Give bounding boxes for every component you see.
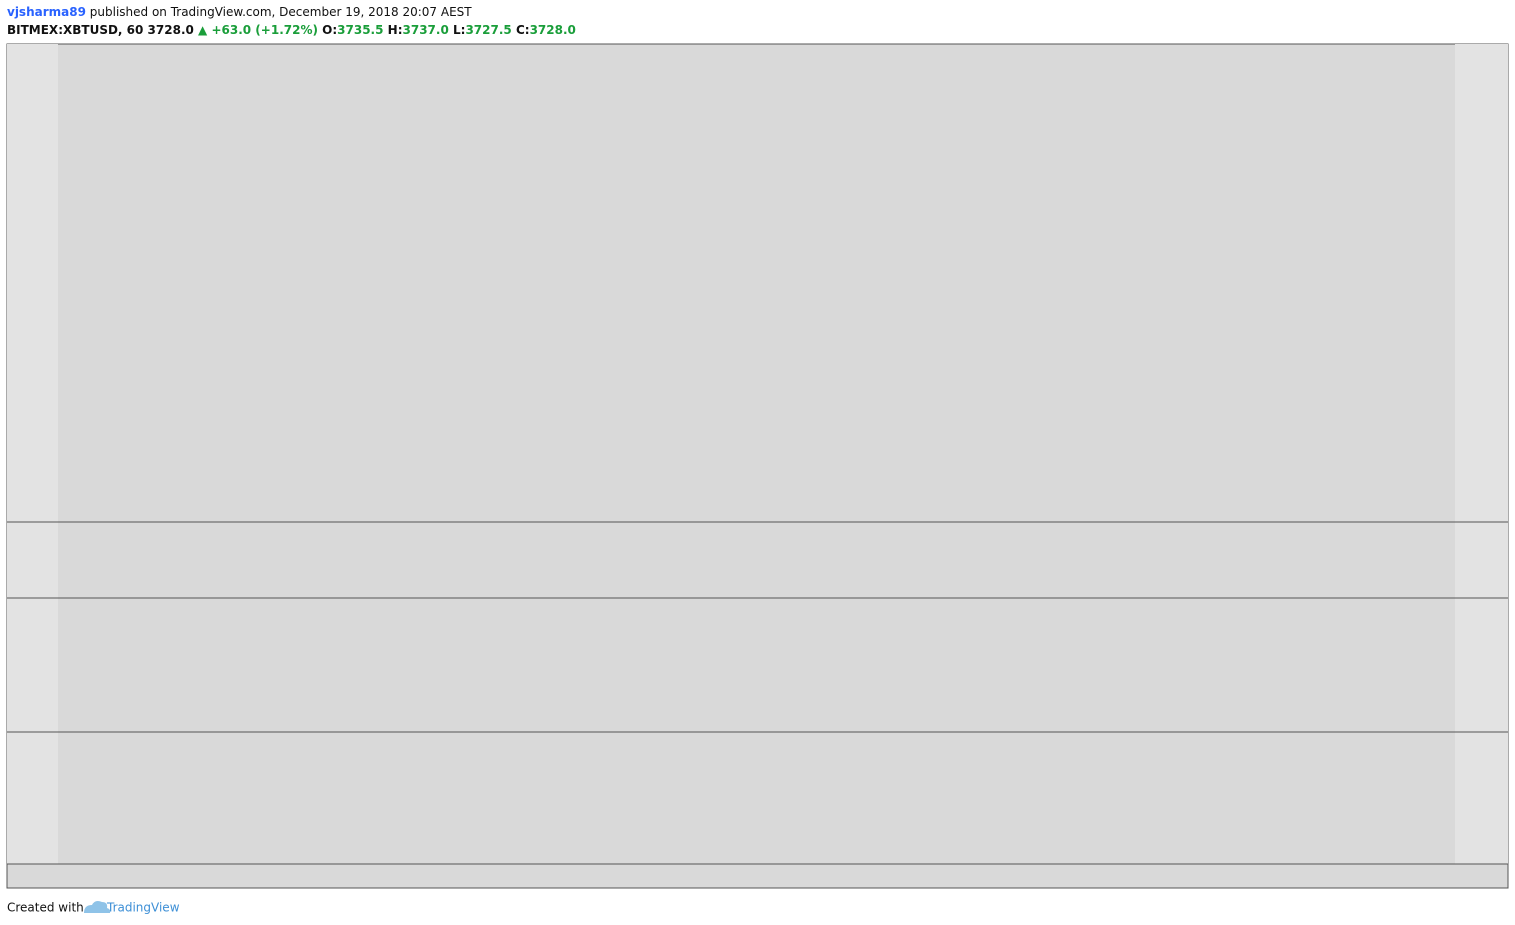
ohlc-label: C: bbox=[516, 23, 530, 37]
right-scale bbox=[1455, 44, 1508, 864]
footer-brand: TradingView bbox=[106, 901, 180, 915]
logo bbox=[84, 901, 111, 913]
arrow: ▲ bbox=[198, 23, 208, 37]
left-scale bbox=[7, 44, 58, 864]
ohlc-label: O: bbox=[322, 23, 337, 37]
symbol-line: BITMEX:XBTUSD, 60 3728.0 ▲ +63.0 (+1.72%… bbox=[7, 23, 576, 37]
ohlc-label: L: bbox=[453, 23, 465, 37]
last: 3728.0 bbox=[148, 23, 194, 37]
ohlc-value: 3727.5 bbox=[465, 23, 511, 37]
header-line: vjsharma89 published on TradingView.com,… bbox=[7, 5, 472, 19]
symbol: BITMEX:XBTUSD, 60 bbox=[7, 23, 143, 37]
published: published on TradingView.com, December 1… bbox=[90, 5, 473, 19]
ohlc-value: 3728.0 bbox=[530, 23, 576, 37]
chart-frame bbox=[6, 43, 1509, 889]
change: +63.0 (+1.72%) bbox=[211, 23, 318, 37]
ohlc-value: 3735.5 bbox=[337, 23, 383, 37]
footer-created: Created with bbox=[7, 901, 84, 915]
ohlc-value: 3737.0 bbox=[403, 23, 449, 37]
author: vjsharma89 bbox=[7, 5, 86, 19]
ohlc-label: H: bbox=[388, 23, 403, 37]
